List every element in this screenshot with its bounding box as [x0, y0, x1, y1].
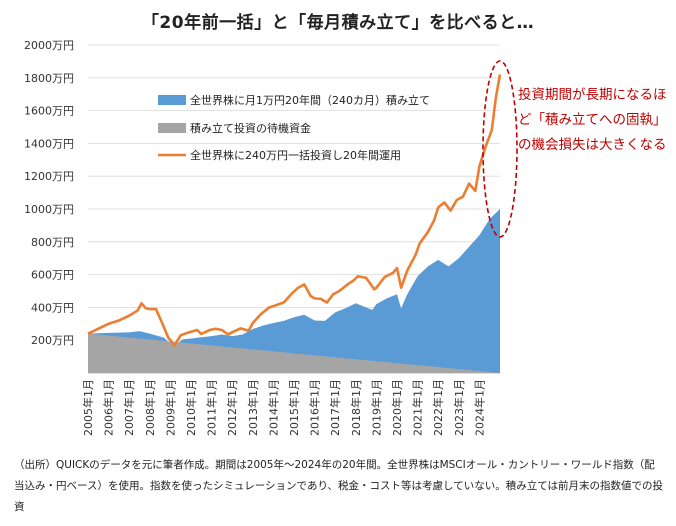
x-tick-label: 2022年1月	[431, 379, 445, 436]
x-tick-label: 2005年1月	[81, 379, 95, 436]
x-tick-label: 2006年1月	[102, 379, 116, 436]
y-tick-label: 1400万円	[24, 137, 74, 150]
y-tick-label: 1800万円	[24, 72, 74, 85]
x-tick-label: 2015年1月	[287, 379, 301, 436]
y-tick-label: 400万円	[31, 301, 74, 314]
x-tick-label: 2024年1月	[472, 379, 486, 436]
x-tick-label: 2007年1月	[122, 379, 136, 436]
lump-sum-line	[87, 74, 502, 347]
legend-label: 全世界株に240万円一括投資し20年間運用	[190, 148, 401, 162]
chart-title: 「20年前一括」と「毎月積み立て」を比べると…	[141, 13, 535, 33]
x-tick-label: 2009年1月	[163, 379, 177, 436]
y-tick-label: 1000万円	[24, 203, 74, 216]
annotation-note: 投資期間が長期になるほど「積み立てへの固執」の機会損失は大きくなる	[518, 87, 667, 153]
x-tick-label: 2012年1月	[225, 379, 239, 436]
x-tick-label: 2016年1月	[308, 379, 322, 436]
legend: 全世界株に月1万円20年間（240カ月）積み立て積み立て投資の待機資金全世界株に…	[158, 93, 430, 162]
legend-label: 積み立て投資の待機資金	[190, 121, 311, 135]
legend-swatch	[158, 123, 186, 133]
y-tick-label: 2000万円	[24, 39, 74, 52]
y-tick-label: 1200万円	[24, 170, 74, 183]
x-tick-label: 2014年1月	[266, 379, 280, 436]
y-tick-label: 600万円	[31, 269, 74, 282]
y-tick-label: 200万円	[31, 334, 74, 347]
x-tick-label: 2008年1月	[143, 379, 157, 436]
x-tick-label: 2020年1月	[390, 379, 404, 436]
legend-swatch	[158, 95, 186, 105]
x-tick-label: 2019年1月	[369, 379, 383, 436]
y-tick-label: 1600万円	[24, 105, 74, 118]
chart-canvas: 200万円 400万円 600万円 800万円 1000万円 1200万円 1400万円 16…	[24, 39, 518, 436]
x-tick-label: 2021年1月	[411, 379, 425, 436]
accumulate-area	[88, 209, 500, 373]
cash-area	[88, 333, 500, 373]
y-axis-ticks: 200万円 400万円 600万円 800万円 1000万円 1200万円 1400万円 16…	[24, 39, 74, 347]
x-tick-label: 2017年1月	[328, 379, 342, 436]
x-tick-label: 2013年1月	[246, 379, 260, 436]
y-tick-label: 800万円	[31, 236, 74, 249]
line-series	[87, 74, 502, 347]
x-axis-ticks: 2005年1月 2006年1月 2007年1月 2008年1月 2009年1月 2010年…	[81, 379, 486, 436]
x-tick-label: 2010年1月	[184, 379, 198, 436]
x-tick-label: 2011年1月	[205, 379, 219, 436]
source-note: （出所）QUICKのデータを元に筆者作成。期間は2005年～2024年の20年間…	[14, 459, 664, 513]
x-tick-label: 2018年1月	[349, 379, 363, 436]
highlight-ellipse	[482, 60, 518, 238]
area-series	[88, 209, 500, 373]
legend-label: 全世界株に月1万円20年間（240カ月）積み立て	[190, 93, 430, 107]
x-tick-label: 2023年1月	[452, 379, 466, 436]
